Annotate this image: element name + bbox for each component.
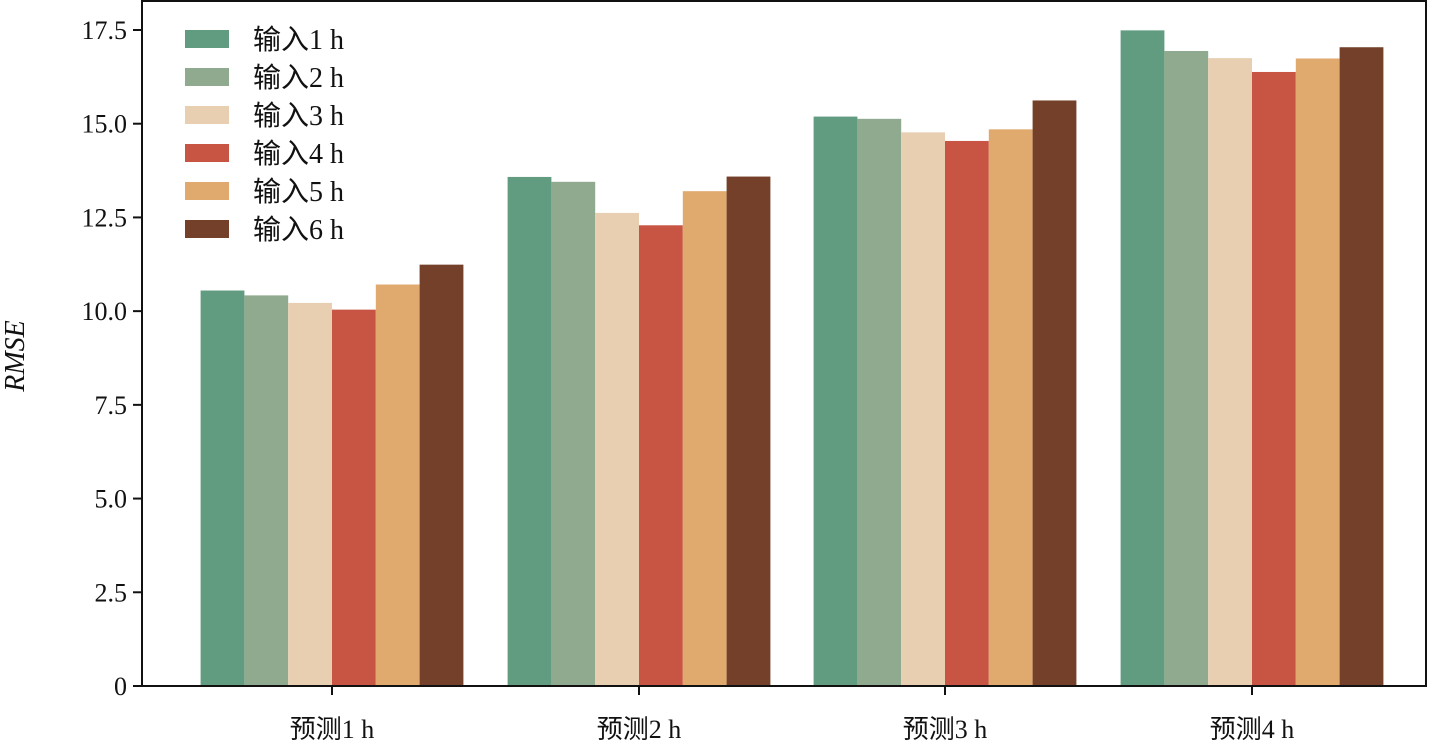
bar [1295,58,1340,687]
legend-swatch [185,144,229,162]
bar [813,116,858,686]
bar [595,212,639,687]
bar [1339,47,1384,687]
bar [1032,100,1077,686]
plot-frame [141,0,1427,687]
x-tick-label: 预测1 h [290,715,375,744]
legend-swatch [185,220,229,238]
bar [375,284,420,686]
bar [1120,30,1165,687]
legend-label: 输入1 h [253,24,344,56]
axes-layer [141,0,1427,687]
legend-label: 输入5 h [253,176,344,208]
y-ticks: 0 2.5 5.0 7.5 10.0 12.5 15.0 17.5 [82,16,142,701]
bar [200,290,245,686]
bar [244,295,289,686]
x-tick-label: 预测3 h [903,715,988,744]
y-tick-label: 17.5 [82,16,128,45]
y-tick-label: 12.5 [82,203,128,232]
y-tick-label: 10.0 [82,297,128,326]
x-tick-label: 预测4 h [1210,715,1295,744]
y-tick-label: 2.5 [95,578,128,607]
legend-label: 输入4 h [253,138,344,170]
x-tick-label: 预测2 h [597,715,682,744]
legend-swatch [185,182,229,200]
legend-label: 输入3 h [253,100,344,132]
bar [1208,58,1252,687]
legend-label: 输入6 h [253,214,344,246]
bar [419,264,464,686]
x-ticks: 预测1 h 预测2 h 预测3 h 预测4 h [290,686,1295,744]
legend-swatch [185,30,229,48]
bar [857,118,902,686]
bar [1252,71,1296,687]
legend-label: 输入2 h [253,62,344,94]
legend-swatch [185,106,229,124]
bar [551,181,596,686]
bar [507,176,552,686]
bar [639,225,683,687]
legend-swatch [185,68,229,86]
legend: 输入1 h 输入2 h 输入3 h 输入4 h 输入5 h 输入6 h [185,24,344,246]
y-tick-label: 7.5 [95,391,128,420]
y-axis-title: RMSE [0,320,31,393]
bar [945,140,989,686]
bar [726,176,771,686]
bar [901,132,945,686]
bar [682,191,727,686]
bar [1164,50,1209,687]
y-tick-label: 0 [114,672,127,701]
bar [288,302,332,686]
bar [988,129,1033,686]
bars-layer [200,30,1384,687]
y-tick-label: 15.0 [82,110,128,139]
y-tick-label: 5.0 [95,485,128,514]
bar [332,309,376,686]
